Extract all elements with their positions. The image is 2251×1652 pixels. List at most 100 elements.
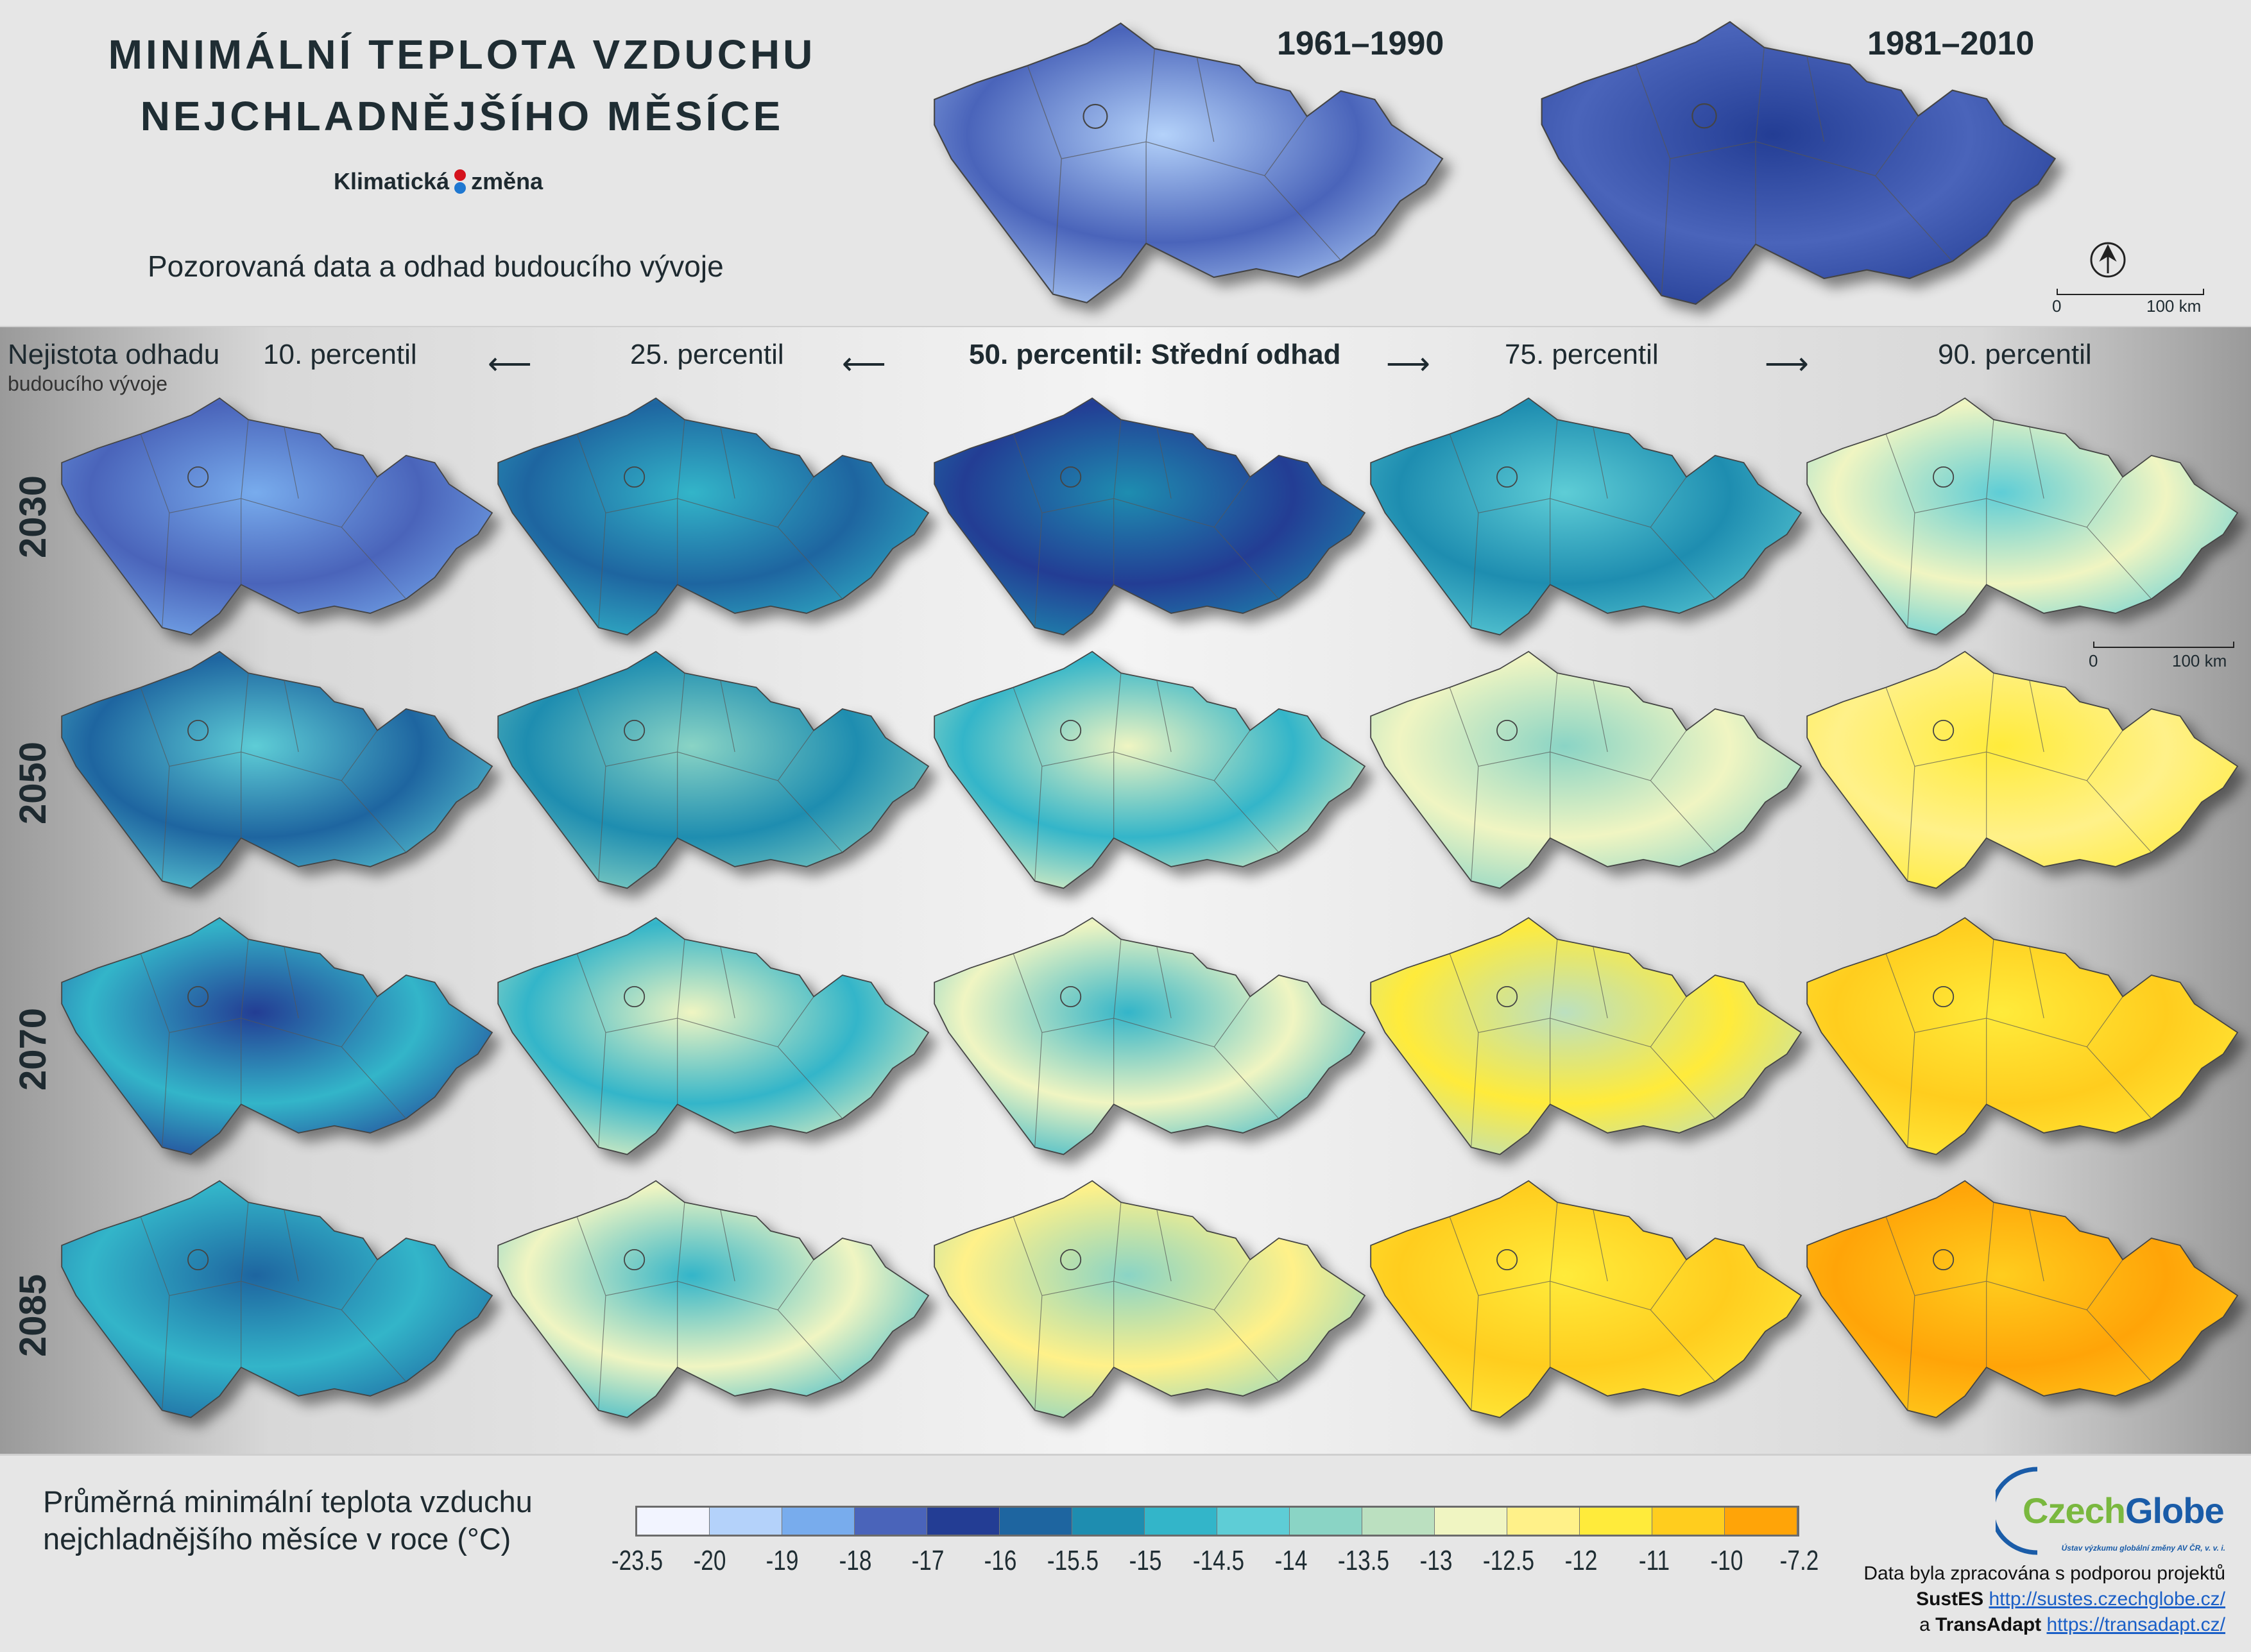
column-header-p75: 75. percentil [1505, 339, 1659, 370]
arrow-left-icon: ⟵ [488, 347, 532, 381]
map-2030-p75 [1370, 397, 1802, 636]
row-label-2085: 2085 [12, 1273, 54, 1357]
prague-outline [1496, 1248, 1518, 1271]
scale-label-grid: 100 km [2172, 651, 2227, 670]
map-2050-p50 [934, 651, 1366, 889]
map-2085-p75 [1370, 1180, 1802, 1418]
map-2085-p50 [934, 1180, 1366, 1418]
title-line-2: NEJCHLADNĚJŠÍHO MĚSÍCE [140, 93, 784, 139]
prague-outline [1060, 1248, 1082, 1271]
title-line-1: MINIMÁLNÍ TEPLOTA VZDUCHU [108, 31, 816, 78]
project-sustes: SustES [1916, 1588, 1984, 1610]
legend-swatch [710, 1508, 782, 1535]
scale-zero-top: 0 [2052, 296, 2062, 316]
legend-tick-label: -20 [693, 1545, 726, 1576]
legend-swatch [1145, 1508, 1217, 1535]
legend-swatch [1362, 1508, 1435, 1535]
brand-logo: Klimatická změna [334, 168, 543, 195]
prague-outline [1933, 1248, 1955, 1271]
uncertainty-label: Nejistota odhadu [8, 339, 220, 370]
credit-line: Data byla zpracována s podporou projektů [1863, 1563, 2225, 1584]
legend-tick-label: -17 [911, 1545, 945, 1576]
legend-tick-label: -7.2 [1779, 1545, 1819, 1576]
connector: a [1919, 1614, 1930, 1635]
prague-outline [624, 719, 646, 742]
column-header-p90: 90. percentil [1938, 339, 2092, 370]
map-2030-p90 [1806, 397, 2239, 636]
brand-right: změna [471, 168, 543, 194]
legend-swatch [1507, 1508, 1580, 1535]
north-arrow-icon [2090, 242, 2126, 278]
sustes-link[interactable]: http://sustes.czechglobe.cz/ [1989, 1588, 2225, 1610]
legend-swatch [927, 1508, 1000, 1535]
czechglobe-arc-icon [1996, 1467, 2038, 1555]
legend-swatch [1217, 1508, 1290, 1535]
legend-swatch [855, 1508, 927, 1535]
map-2085-p10 [61, 1180, 493, 1418]
credit-sustes: SustES http://sustes.czechglobe.cz/ [1916, 1588, 2225, 1610]
prague-outline [1933, 719, 1955, 742]
legend-title-line-2: nejchladnějšího měsíce v roce (°C) [43, 1522, 511, 1556]
legend-swatch [637, 1508, 710, 1535]
scale-bar-top [2057, 289, 2204, 295]
prague-outline [624, 466, 646, 488]
transadapt-link[interactable]: https://transadapt.cz/ [2046, 1614, 2225, 1635]
legend-tick-label: -13 [1419, 1545, 1453, 1576]
uncertainty-sublabel: budoucího vývoje [8, 372, 168, 395]
prague-outline [1060, 719, 1082, 742]
legend-tick-label: -13.5 [1337, 1545, 1389, 1576]
legend-swatch [1725, 1508, 1797, 1535]
map-2070-p10 [61, 917, 493, 1155]
prague-outline [1691, 103, 1717, 129]
legend-tick-label: -23.5 [611, 1545, 663, 1576]
legend-title-line-1: Průměrná minimální teplota vzduchu [43, 1485, 533, 1519]
credit-transadapt: a TransAdapt https://transadapt.cz/ [1919, 1614, 2225, 1636]
map-1961-1990 [934, 22, 1444, 303]
column-header-p10: 10. percentil [263, 339, 417, 370]
legend-tick-label: -12.5 [1483, 1545, 1535, 1576]
scale-bar-grid [2093, 642, 2234, 648]
legend-tick-label: -16 [984, 1545, 1017, 1576]
map-2085-p90 [1806, 1180, 2239, 1418]
subtitle: Pozorovaná data a odhad budoucího vývoje [148, 250, 724, 283]
map-2030-p50 [934, 397, 1366, 636]
map-2050-p10 [61, 651, 493, 889]
legend-swatch [782, 1508, 855, 1535]
map-2050-p75 [1370, 651, 1802, 889]
legend-color-bar [635, 1506, 1799, 1537]
legend-swatch [1580, 1508, 1652, 1535]
row-label-2070: 2070 [12, 1007, 54, 1091]
map-2050-p25 [497, 651, 930, 889]
scale-zero-grid: 0 [2089, 651, 2098, 670]
legend-tick-label: -12 [1565, 1545, 1598, 1576]
map-2070-p75 [1370, 917, 1802, 1155]
column-header-p50: 50. percentil: Střední odhad [969, 339, 1341, 370]
prague-outline [1496, 719, 1518, 742]
prague-outline [187, 1248, 209, 1271]
legend-swatch [1000, 1508, 1072, 1535]
map-2070-p90 [1806, 917, 2239, 1155]
prague-outline [624, 1248, 646, 1271]
prague-outline [1933, 466, 1955, 488]
scale-label-top: 100 km [2146, 296, 2202, 316]
prague-outline [624, 985, 646, 1008]
czechglobe-logo: CzechGlobe [2023, 1490, 2225, 1531]
legend-panel [0, 1454, 2251, 1652]
prague-outline [1933, 985, 1955, 1008]
map-1981-2010 [1541, 21, 2057, 305]
map-2085-p25 [497, 1180, 930, 1418]
legend-swatch [1435, 1508, 1507, 1535]
legend-swatch [1290, 1508, 1362, 1535]
legend-tick-label: -18 [839, 1545, 871, 1576]
prague-outline [1060, 466, 1082, 488]
legend-tick-label: -15 [1129, 1545, 1162, 1576]
legend-tick-label: -11 [1638, 1545, 1670, 1576]
legend-title: Průměrná minimální teplota vzduchu nejchl… [43, 1483, 533, 1558]
legend-tick-label: -19 [766, 1545, 799, 1576]
legend-tick-label: -14 [1274, 1545, 1308, 1576]
map-2030-p25 [497, 397, 930, 636]
prague-outline [1496, 985, 1518, 1008]
arrow-left-icon: ⟵ [842, 347, 886, 381]
column-header-p25: 25. percentil [630, 339, 784, 370]
prague-outline [187, 719, 209, 742]
